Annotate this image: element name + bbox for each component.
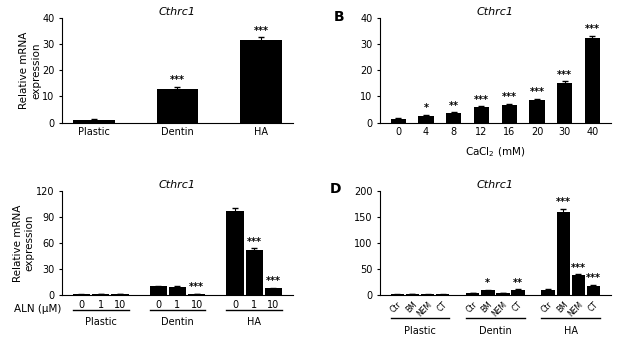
Text: Plastic: Plastic — [85, 317, 117, 327]
Text: HA: HA — [564, 325, 578, 336]
Text: Plastic: Plastic — [404, 325, 436, 336]
Title: Cthrc1: Cthrc1 — [477, 180, 514, 190]
Bar — [92, 294, 110, 295]
Y-axis label: Relative mRNA
expression: Relative mRNA expression — [13, 204, 35, 282]
Bar — [188, 294, 206, 295]
Text: B: B — [334, 10, 345, 24]
Text: HA: HA — [247, 317, 261, 327]
Text: ***: *** — [266, 276, 281, 286]
Text: ***: *** — [170, 76, 185, 85]
Text: **: ** — [513, 278, 523, 288]
Text: ALN (μM): ALN (μM) — [14, 304, 61, 314]
Bar — [466, 293, 480, 295]
Bar — [474, 107, 489, 123]
Bar — [436, 294, 449, 295]
Bar — [481, 291, 495, 295]
Title: Cthrc1: Cthrc1 — [159, 180, 196, 190]
Text: ***: *** — [189, 282, 204, 292]
Bar — [391, 119, 406, 123]
Text: D: D — [330, 182, 341, 196]
Text: ***: *** — [530, 87, 545, 97]
Text: ***: *** — [571, 263, 586, 273]
Bar — [391, 294, 404, 295]
Bar — [406, 294, 419, 295]
Text: Dentin: Dentin — [161, 317, 194, 327]
Text: ***: *** — [556, 197, 571, 207]
Bar — [502, 105, 517, 123]
Bar — [556, 212, 570, 295]
Bar — [169, 287, 186, 295]
Bar — [73, 120, 115, 123]
Bar — [111, 294, 128, 295]
Bar — [541, 290, 555, 295]
Text: *: * — [485, 278, 490, 288]
Bar — [587, 286, 600, 295]
Text: ***: *** — [585, 24, 600, 34]
Text: ***: *** — [254, 26, 269, 36]
Y-axis label: Relative mRNA
expression: Relative mRNA expression — [19, 32, 41, 109]
Bar — [245, 250, 263, 295]
Bar — [571, 275, 585, 295]
Text: ***: *** — [557, 70, 572, 80]
Bar — [421, 294, 434, 295]
Text: ***: *** — [586, 274, 601, 283]
Bar — [156, 89, 198, 123]
Bar — [585, 37, 600, 123]
Bar — [496, 293, 510, 295]
Bar — [265, 288, 282, 295]
Text: *: * — [424, 103, 429, 113]
Text: ***: *** — [474, 95, 489, 105]
Bar — [73, 294, 90, 295]
Bar — [557, 84, 573, 123]
Bar — [530, 100, 545, 123]
Bar — [446, 113, 462, 123]
Bar — [150, 287, 167, 295]
Bar — [240, 40, 282, 123]
Text: CaCl$_2$ (mM): CaCl$_2$ (mM) — [465, 145, 525, 159]
Text: ***: *** — [502, 92, 516, 102]
Text: Dentin: Dentin — [479, 325, 511, 336]
Bar — [419, 116, 434, 123]
Bar — [511, 290, 525, 295]
Text: ***: *** — [247, 237, 262, 247]
Title: Cthrc1: Cthrc1 — [477, 7, 514, 17]
Text: **: ** — [449, 100, 459, 111]
Bar — [226, 211, 244, 295]
Title: Cthrc1: Cthrc1 — [159, 7, 196, 17]
